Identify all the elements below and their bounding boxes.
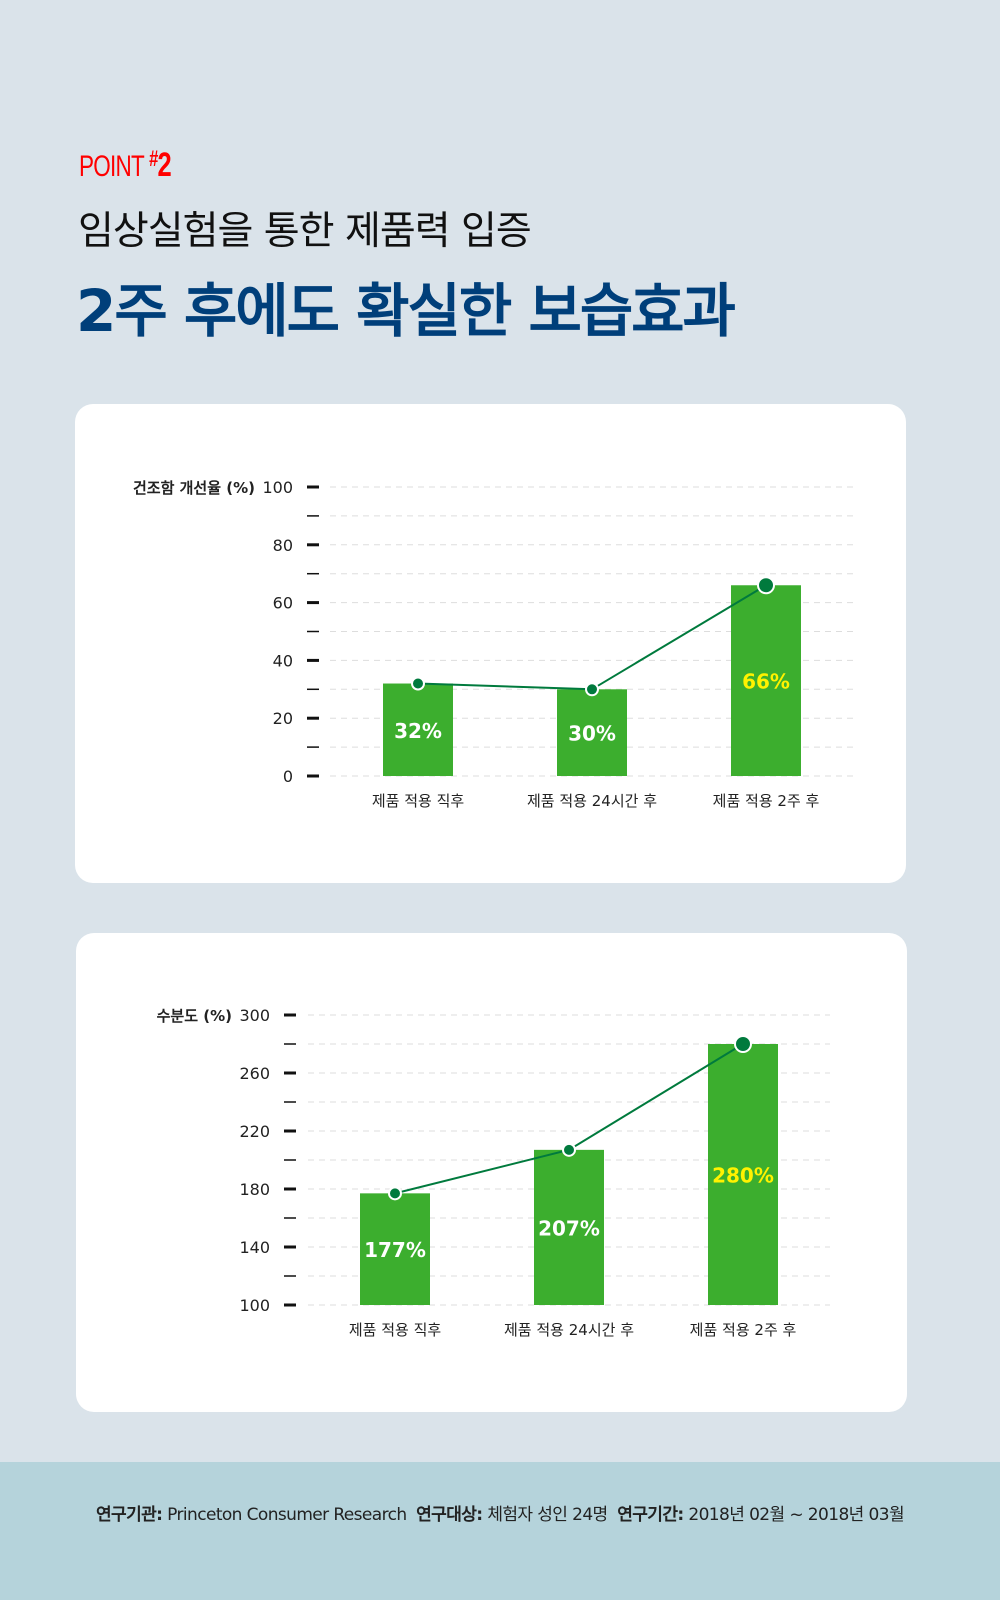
- y-tick-label: 60: [273, 594, 293, 613]
- y-tick-label: 260: [239, 1064, 270, 1083]
- org: Princeton Consumer Research: [167, 1505, 407, 1525]
- y-tick-label: 80: [273, 536, 293, 555]
- x-tick-label: 제품 적용 24시간 후: [504, 1321, 634, 1339]
- footer: 연구기관: Princeton Consumer Research 연구대상: …: [0, 1462, 1000, 1600]
- x-tick-label: 제품 적용 2주 후: [690, 1321, 797, 1339]
- bar: [360, 1193, 430, 1305]
- point-hash: #: [149, 146, 158, 171]
- org-label: 연구기관:: [96, 1505, 163, 1525]
- period-label: 연구기간:: [617, 1505, 684, 1525]
- point-label: POINT #2: [79, 146, 172, 185]
- x-tick-label: 제품 적용 직후: [349, 1321, 442, 1339]
- data-label: 30%: [568, 722, 616, 746]
- trend-point: [757, 576, 775, 595]
- trend-point: [411, 676, 425, 691]
- bar: [731, 585, 801, 776]
- y-tick-label: 100: [262, 478, 293, 497]
- subject: 체험자 성인 24명: [487, 1505, 608, 1525]
- chart-card-dryness: 0 20 40 60 80 100 건조함 개선율 (%) 32% 제품 적용 직후 30% 제품 …: [75, 404, 906, 883]
- y-axis-label: 건조함 개선율 (%): [133, 479, 255, 497]
- trend-point: [388, 1186, 402, 1201]
- dryness-chart: 0 20 40 60 80 100 건조함 개선율 (%) 32% 제품 적용 직후 30% 제품 …: [133, 478, 855, 810]
- x-tick-label: 제품 적용 24시간 후: [527, 792, 657, 810]
- trend-line: [417, 584, 767, 691]
- data-label: 66%: [742, 670, 790, 694]
- x-tick-label: 제품 적용 2주 후: [713, 792, 820, 810]
- point-text: POINT: [79, 150, 144, 183]
- moisture-chart: 100 140 180 220 260 300 수분도 (%) 177% 제품 적용 직후 207…: [157, 1006, 830, 1339]
- chart-card-moisture: 100 140 180 220 260 300 수분도 (%) 177% 제품 적용 직후 207…: [76, 933, 907, 1412]
- data-label: 207%: [538, 1216, 600, 1240]
- subject-label: 연구대상:: [416, 1505, 483, 1525]
- data-label: 177%: [364, 1238, 426, 1262]
- subtitle: 임상실험을 통한 제품력 입증: [78, 209, 532, 254]
- trend-point: [734, 1035, 752, 1053]
- y-tick-label: 220: [239, 1122, 270, 1141]
- trend-point: [562, 1142, 576, 1157]
- period: 2018년 02월 ~ 2018년 03월: [688, 1505, 904, 1525]
- bar: [534, 1149, 604, 1305]
- page-title: 2주 후에도 확실한 보습효과: [76, 277, 736, 345]
- bar: [557, 689, 627, 776]
- y-tick-label: 140: [239, 1238, 270, 1257]
- bar: [708, 1044, 778, 1305]
- data-label: 32%: [394, 719, 442, 743]
- y-axis-label: 수분도 (%): [157, 1007, 232, 1025]
- y-tick-label: 300: [239, 1006, 270, 1025]
- study-info: 연구기관: Princeton Consumer Research 연구대상: …: [0, 1500, 1000, 1525]
- y-tick-label: 100: [239, 1296, 270, 1315]
- bar: [383, 683, 453, 776]
- y-tick-label: 0: [283, 767, 293, 786]
- y-tick-label: 180: [239, 1180, 270, 1199]
- y-tick-label: 40: [273, 651, 293, 670]
- y-tick-label: 20: [273, 709, 293, 728]
- point-number: 2: [157, 146, 172, 184]
- x-tick-label: 제품 적용 직후: [372, 792, 465, 810]
- data-label: 280%: [712, 1164, 774, 1188]
- trend-point: [585, 682, 599, 697]
